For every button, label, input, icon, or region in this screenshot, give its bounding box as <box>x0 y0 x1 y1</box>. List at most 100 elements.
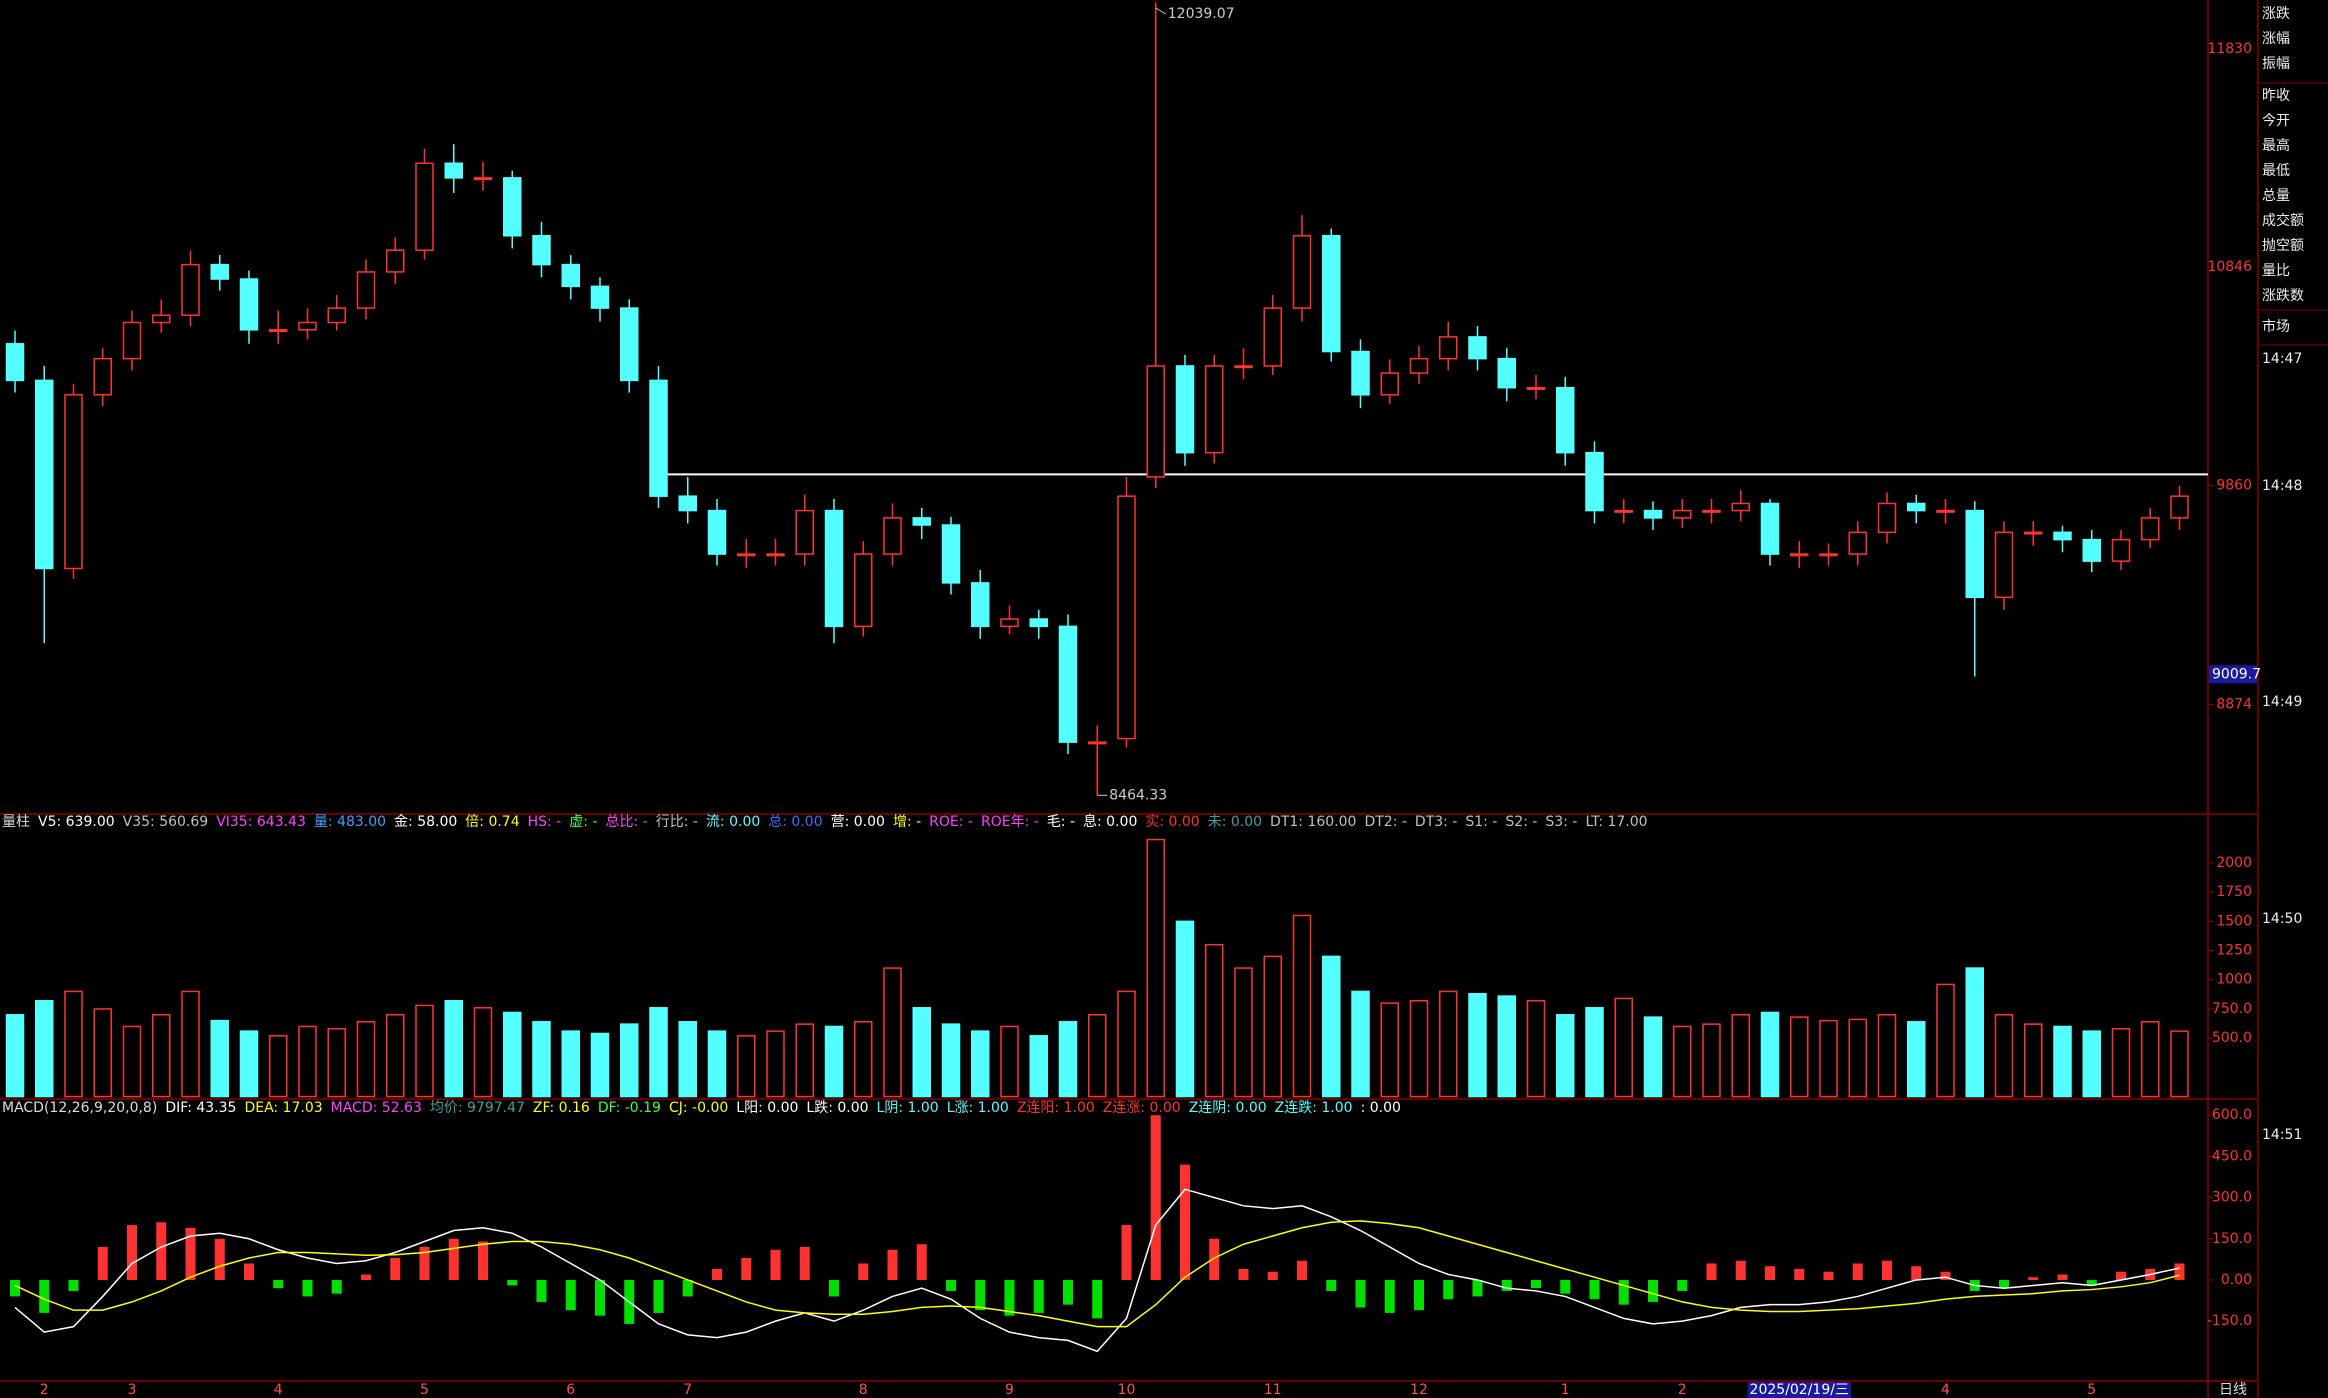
candle-body <box>1702 509 1721 513</box>
macd-bar <box>1648 1279 1658 1302</box>
time-label: 14:49 <box>2262 694 2302 710</box>
macd-bar <box>1150 1115 1161 1280</box>
y-tick-label: 11830 <box>2207 41 2252 57</box>
candle-body <box>1673 509 1692 519</box>
candle-body <box>1907 502 1926 512</box>
volume-bar <box>561 1030 580 1098</box>
volume-bar <box>1556 1014 1575 1098</box>
macd-bar <box>244 1263 254 1280</box>
candle-body <box>1205 365 1224 454</box>
side-label: 最高 <box>2262 137 2290 154</box>
macd-bar <box>1267 1271 1278 1280</box>
indicator-label: 均价: 9797.47 <box>430 1100 525 1116</box>
candle-body <box>795 509 814 555</box>
x-tick-label: 2025/02/19/三 <box>1750 1382 1849 1398</box>
macd-bar <box>1297 1260 1307 1280</box>
macd-bar <box>1882 1260 1892 1280</box>
volume-bar <box>678 1021 697 1098</box>
candle-body <box>1556 386 1575 454</box>
volume-bar <box>912 1007 931 1098</box>
macd-bar <box>2116 1271 2126 1280</box>
side-label: 最低 <box>2262 163 2290 179</box>
macd-bar <box>682 1279 693 1297</box>
volume-bar <box>971 1030 990 1098</box>
macd-bar <box>595 1279 605 1316</box>
volume-bar <box>1760 1011 1780 1098</box>
candle-body <box>1819 553 1838 557</box>
volume-bar <box>707 1030 727 1098</box>
x-tick-label: 7 <box>683 1382 692 1398</box>
indicator-label: DT2: - <box>1364 814 1406 830</box>
candle-body <box>1497 357 1516 389</box>
candle-body <box>1409 357 1429 374</box>
y-tick-label: 1000 <box>2216 972 2252 988</box>
x-tick-label: 11 <box>1264 1382 1282 1398</box>
candle-body <box>1234 365 1253 369</box>
macd-bar <box>39 1279 50 1313</box>
candle-body <box>239 278 259 331</box>
volume-bar <box>210 1019 229 1098</box>
volume-bar <box>2170 1030 2189 1098</box>
candle-body <box>1994 531 2014 599</box>
candle-body <box>678 495 697 512</box>
volume-bar <box>1936 983 1955 1098</box>
volume-bar <box>1468 993 1487 1098</box>
candle-body <box>415 162 434 251</box>
macd-bar <box>273 1279 284 1289</box>
volume-bar <box>1877 1014 1897 1098</box>
candle-body <box>1029 618 1048 628</box>
indicator-label: S3: - <box>1545 814 1577 830</box>
candle-body <box>269 329 288 333</box>
volume-bar <box>444 1000 463 1098</box>
indicator-label: VI35: 643.43 <box>216 814 306 830</box>
volume-bar <box>1702 1023 1721 1098</box>
macd-bar <box>1033 1279 1044 1313</box>
volume-bar <box>1351 990 1370 1098</box>
macd-line <box>14 1188 2180 1353</box>
side-label: 振幅 <box>2262 56 2290 72</box>
candle-body <box>1322 235 1341 353</box>
indicator-label: CJ: -0.00 <box>669 1100 728 1116</box>
indicator-label: 虚: - <box>569 814 597 830</box>
volume-bar <box>1994 1014 2014 1098</box>
period-label: 日线 <box>2219 1382 2247 1398</box>
volume-bar <box>1263 955 1282 1098</box>
y-tick-label: 750.0 <box>2212 1001 2252 1017</box>
volume-bar <box>473 1007 493 1098</box>
macd-bar <box>799 1247 810 1280</box>
candle-body <box>1351 350 1370 396</box>
time-label: 14:48 <box>2262 478 2302 494</box>
macd-bar <box>1063 1279 1073 1305</box>
candle-body <box>561 263 580 288</box>
indicator-label: ROE: - <box>929 814 973 830</box>
min-annotation: 8464.33 <box>1109 787 1167 803</box>
indicator-label: ROE年: - <box>981 814 1039 830</box>
volume-bar <box>737 1035 756 1098</box>
candle-body <box>1643 509 1663 519</box>
volume-bar <box>35 1000 54 1098</box>
candle-body <box>912 517 931 526</box>
time-label: 14:51 <box>2262 1127 2302 1143</box>
indicator-label: DT3: - <box>1415 814 1457 830</box>
candle-body <box>2053 531 2072 541</box>
macd-bar <box>1999 1279 2009 1289</box>
macd-bar <box>448 1238 459 1280</box>
candle-body <box>1731 502 1750 512</box>
candle-body <box>1965 509 1984 599</box>
side-label: 抛空额 <box>2262 238 2304 254</box>
volume-bar <box>824 1025 844 1098</box>
indicator-label: S2: - <box>1505 814 1537 830</box>
x-tick-label: 5 <box>420 1382 429 1398</box>
indicator-label: ZF: 0.16 <box>533 1100 590 1116</box>
time-label: 14:47 <box>2262 351 2302 367</box>
candle-body <box>590 285 610 309</box>
time-label: 14:50 <box>2262 911 2302 927</box>
macd-bar <box>302 1279 313 1297</box>
x-tick-label: 1 <box>1561 1382 1570 1398</box>
candle-body <box>1526 386 1546 390</box>
y-tick-label: 300.0 <box>2212 1190 2252 1206</box>
candle-body <box>1468 336 1487 360</box>
x-tick-label: 6 <box>566 1382 575 1398</box>
volume-bar <box>1322 955 1341 1098</box>
volume-bar <box>415 1004 434 1098</box>
